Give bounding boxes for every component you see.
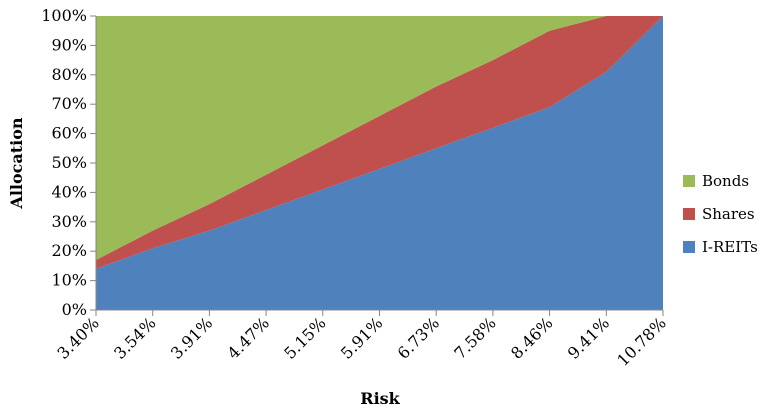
y-tick-label: 100% (41, 6, 87, 25)
x-tick-label: 6.73% (394, 313, 443, 362)
legend: Bonds Shares I-REITs (683, 172, 758, 256)
y-tick-label: 80% (51, 65, 87, 84)
y-tick-label: 40% (51, 182, 87, 201)
axes (90, 15, 664, 316)
x-tick-label: 3.91% (167, 313, 216, 362)
legend-swatch-shares (683, 208, 695, 220)
area-layer (96, 16, 663, 310)
y-tick-labels: 0% 10% 20% 30% 40% 50% 60% 70% 80% 90% 100% (41, 6, 87, 319)
x-axis-title: Risk (360, 389, 400, 408)
y-tick-label: 20% (51, 241, 87, 260)
x-tick-labels: 3.40% 3.54% 3.91% 4.47% 5.15% 5.91% 6.73% 7.58%… (53, 313, 669, 370)
y-tick-label: 90% (51, 35, 87, 54)
legend-label-i-reits: I-REITs (702, 238, 758, 256)
y-tick-label: 30% (51, 212, 87, 231)
x-tick-label: 5.15% (280, 313, 329, 362)
area-i-reits (96, 16, 663, 310)
legend-label-bonds: Bonds (702, 172, 749, 190)
x-tick-label: 8.46% (507, 313, 556, 362)
x-tick-label: 3.54% (110, 313, 159, 362)
y-tick-label: 0% (62, 300, 87, 319)
legend-swatch-bonds (683, 175, 695, 187)
legend-swatch-i-reits (683, 241, 695, 253)
y-tick-label: 70% (51, 94, 87, 113)
legend-label-shares: Shares (702, 205, 755, 223)
x-tick-label: 3.40% (53, 313, 102, 362)
area-shares (96, 16, 663, 269)
x-tick-label: 9.41% (564, 313, 613, 362)
x-tick-label: 10.78% (613, 313, 670, 370)
y-axis-title: Allocation (7, 117, 26, 209)
y-tick-label: 60% (51, 124, 87, 143)
y-tick-label: 50% (51, 153, 87, 172)
x-tick-label: 5.91% (337, 313, 386, 362)
x-tick-label: 7.58% (450, 313, 499, 362)
y-tick-label: 10% (51, 271, 87, 290)
x-tick-label: 4.47% (224, 313, 273, 362)
area-bonds (96, 16, 663, 261)
